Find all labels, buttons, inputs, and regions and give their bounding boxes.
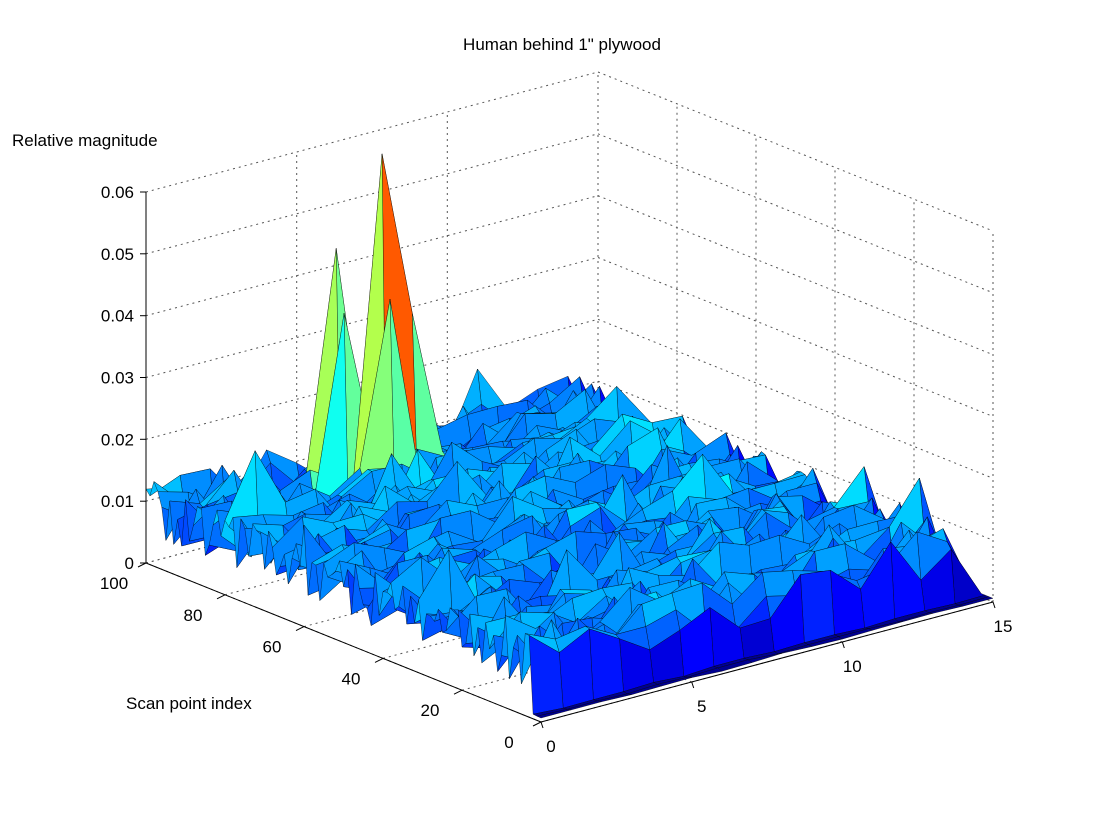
grid-line-z-right xyxy=(597,71,994,232)
z-tick-label: 0.05 xyxy=(101,245,134,264)
surface-patch xyxy=(536,709,572,719)
z-tick-label: 0 xyxy=(125,554,134,573)
y-tick xyxy=(216,594,226,600)
grid-line-z-right xyxy=(597,257,994,417)
x-tick-label: 0 xyxy=(546,737,555,756)
x-tick-label: 10 xyxy=(843,657,862,676)
x-axis-line xyxy=(540,601,994,723)
x-tick-label: 5 xyxy=(697,697,706,716)
y-tick-label: 80 xyxy=(184,606,203,625)
y-axis-line xyxy=(145,562,542,723)
y-tick-label: 0 xyxy=(504,733,513,752)
y-tick xyxy=(532,721,542,727)
surface-patch xyxy=(800,570,835,643)
surface-layer xyxy=(145,153,994,719)
y-axis-label: Scan point index xyxy=(126,694,252,713)
z-tick-label: 0.02 xyxy=(101,430,134,449)
y-tick-label: 100 xyxy=(100,574,128,593)
z-tick-label: 0.01 xyxy=(101,492,134,511)
grid-line-z-back xyxy=(145,71,599,193)
x-tick xyxy=(992,601,996,609)
grid-line-z-right xyxy=(597,195,994,356)
grid-line-z-right xyxy=(597,318,994,479)
x-tick-label: 15 xyxy=(994,617,1013,636)
y-tick xyxy=(137,562,147,568)
y-tick xyxy=(295,626,305,632)
axes-layer xyxy=(137,191,996,729)
y-tick-label: 20 xyxy=(421,701,440,720)
surface-patch xyxy=(589,628,624,700)
z-axis-label: Relative magnitude xyxy=(12,131,158,150)
y-tick-label: 60 xyxy=(263,638,282,657)
z-tick-label: 0.04 xyxy=(101,307,134,326)
z-tick-label: 0.06 xyxy=(101,183,134,202)
y-tick xyxy=(453,689,463,695)
x-tick xyxy=(540,721,544,729)
x-tick xyxy=(691,681,695,689)
y-tick xyxy=(374,657,384,663)
x-tick xyxy=(841,641,845,649)
grid-line-z-right xyxy=(597,133,994,294)
grid-line-z-back xyxy=(145,133,599,255)
y-tick-label: 40 xyxy=(342,669,361,688)
surface-patch xyxy=(950,549,986,604)
z-tick-label: 0.03 xyxy=(101,369,134,388)
chart-title: Human behind 1" plywood xyxy=(463,35,661,54)
surface-patch xyxy=(833,466,869,509)
text-layer: Human behind 1" plywood Relative magnitu… xyxy=(12,35,1012,756)
